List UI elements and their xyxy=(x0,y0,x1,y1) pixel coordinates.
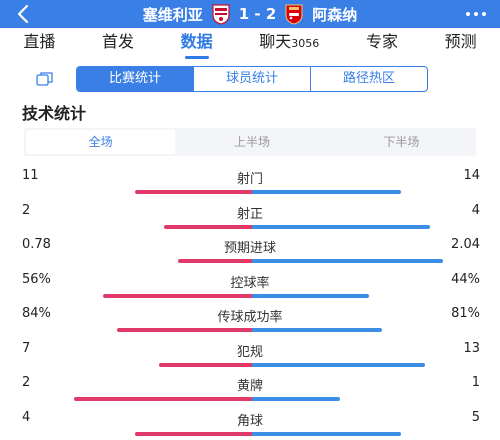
away-share-bar xyxy=(252,259,443,263)
home-value: 2 xyxy=(22,202,31,218)
away-share-bar xyxy=(252,362,425,367)
away-value: 13 xyxy=(463,340,480,356)
away-value: 14 xyxy=(463,168,480,183)
stat-row: 84% 传球成功率 81% xyxy=(0,306,500,342)
home-share-bar xyxy=(164,224,252,229)
stats-subnav: 比赛统计 球员统计 路径热区 xyxy=(0,66,500,92)
stat-name: 犯规 xyxy=(236,344,263,360)
home-value: 56% xyxy=(22,271,51,287)
stat-row: 0.78 预期进球 2.04 xyxy=(0,237,500,273)
home-share-bar xyxy=(74,397,252,401)
stat-name: 角球 xyxy=(236,413,263,429)
away-share-bar xyxy=(252,224,430,229)
away-value: 5 xyxy=(471,409,480,425)
tab-5[interactable]: 预测 xyxy=(443,28,479,60)
stat-name: 控球率 xyxy=(230,275,270,291)
stat-bar-track xyxy=(74,397,418,401)
back-arrow-icon[interactable] xyxy=(14,4,34,24)
home-share-bar xyxy=(117,328,252,332)
home-value: 2 xyxy=(22,375,31,390)
tab-label: 聊天 xyxy=(259,32,292,51)
stat-bar-track xyxy=(86,293,418,298)
home-share-bar xyxy=(135,431,252,436)
stat-name: 黄牌 xyxy=(236,379,263,394)
home-team-name[interactable]: 塞维利亚 xyxy=(142,5,203,24)
tab-label: 预测 xyxy=(444,32,477,51)
period-2[interactable]: 下半场 xyxy=(383,135,420,149)
stat-row: 56% 控球率 44% xyxy=(0,272,500,308)
away-value: 81% xyxy=(451,306,480,321)
main-tabs: 直播 首发 数据 聊天3056 专家 预测 xyxy=(0,28,500,60)
stat-bar-track xyxy=(86,362,425,367)
segment-0[interactable]: 比赛统计 xyxy=(77,67,193,91)
stats-type-switch: 比赛统计 球员统计 路径热区 xyxy=(76,66,428,92)
away-value: 4 xyxy=(471,202,480,218)
tab-label: 数据 xyxy=(180,32,213,51)
tab-3[interactable]: 聊天3056 xyxy=(257,28,321,60)
stat-row: 11 射门 14 xyxy=(0,168,500,204)
period-0[interactable]: 全场 xyxy=(26,130,176,154)
tab-label: 专家 xyxy=(365,32,398,51)
match-header: 塞维利亚 1 - 2 阿森纳 xyxy=(0,0,500,28)
away-share-bar xyxy=(252,328,382,332)
stat-name: 传球成功率 xyxy=(217,310,283,325)
more-options-icon[interactable] xyxy=(466,12,486,17)
stat-bar-track xyxy=(86,328,418,332)
match-score: 1 - 2 xyxy=(238,5,277,23)
tab-label: 直播 xyxy=(23,32,56,51)
stat-name: 射正 xyxy=(236,206,263,222)
arsenal-crest-icon[interactable] xyxy=(284,3,304,25)
tab-label: 首发 xyxy=(101,32,134,51)
home-share-bar xyxy=(103,293,252,298)
tab-4[interactable]: 专家 xyxy=(364,28,400,60)
copy-icon[interactable] xyxy=(36,71,54,87)
stat-row: 7 犯规 13 xyxy=(0,341,500,377)
away-value: 44% xyxy=(451,271,480,287)
home-value: 0.78 xyxy=(22,237,51,252)
section-title: 技术统计 xyxy=(22,104,87,123)
away-value: 2.04 xyxy=(451,237,480,252)
stat-name: 射门 xyxy=(236,172,263,187)
tab-2[interactable]: 数据 xyxy=(179,28,215,60)
stat-bar-track xyxy=(86,259,443,263)
period-switch: 全场 上半场 下半场 xyxy=(24,128,476,156)
home-share-bar xyxy=(159,362,252,367)
home-value: 7 xyxy=(22,340,31,356)
segment-2[interactable]: 路径热区 xyxy=(310,67,427,91)
match-score-line: 塞维利亚 1 - 2 阿森纳 xyxy=(0,0,500,28)
stat-bar-track xyxy=(86,224,430,229)
home-value: 11 xyxy=(22,168,39,183)
stat-row: 2 射正 4 xyxy=(0,203,500,239)
away-share-bar xyxy=(252,293,369,298)
home-share-bar xyxy=(135,190,252,194)
away-team-name[interactable]: 阿森纳 xyxy=(312,5,358,24)
away-share-bar xyxy=(252,431,401,436)
tab-0[interactable]: 直播 xyxy=(21,28,57,60)
tab-1[interactable]: 首发 xyxy=(100,28,136,60)
segment-1[interactable]: 球员统计 xyxy=(193,67,310,91)
away-share-bar xyxy=(252,397,340,401)
stat-row: 2 黄牌 1 xyxy=(0,375,500,411)
home-value: 4 xyxy=(22,409,31,425)
away-share-bar xyxy=(252,190,401,194)
period-1[interactable]: 上半场 xyxy=(233,135,270,149)
home-share-bar xyxy=(178,259,252,263)
tab-count: 3056 xyxy=(291,37,320,50)
stat-bar-track xyxy=(86,431,418,436)
away-value: 1 xyxy=(471,375,480,390)
stat-row: 4 角球 5 xyxy=(0,410,500,440)
stat-bar-track xyxy=(86,190,418,194)
sevilla-crest-icon[interactable] xyxy=(211,3,231,25)
home-value: 84% xyxy=(22,306,51,321)
stat-name: 预期进球 xyxy=(223,241,276,256)
